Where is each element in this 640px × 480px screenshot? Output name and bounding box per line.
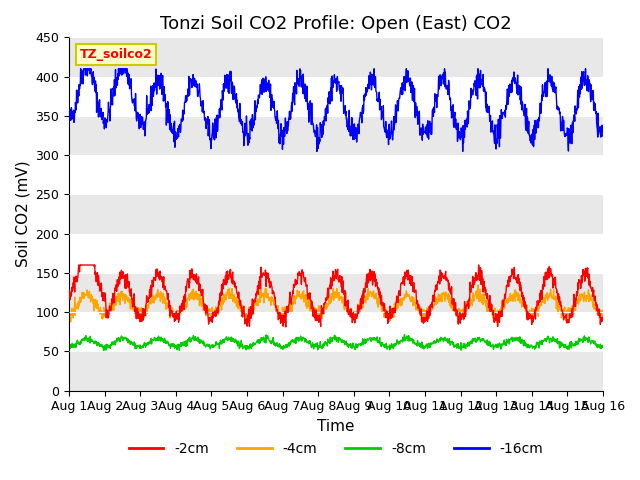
Y-axis label: Soil CO2 (mV): Soil CO2 (mV): [15, 161, 30, 267]
Bar: [69, 273, 603, 312]
X-axis label: Time: Time: [317, 419, 355, 434]
Bar: [69, 194, 603, 234]
Bar: [69, 37, 603, 77]
Legend: -2cm, -4cm, -8cm, -16cm: -2cm, -4cm, -8cm, -16cm: [123, 436, 549, 461]
Bar: [69, 351, 603, 391]
Bar: [69, 116, 603, 155]
Title: Tonzi Soil CO2 Profile: Open (East) CO2: Tonzi Soil CO2 Profile: Open (East) CO2: [160, 15, 512, 33]
Text: TZ_soilco2: TZ_soilco2: [80, 48, 152, 61]
